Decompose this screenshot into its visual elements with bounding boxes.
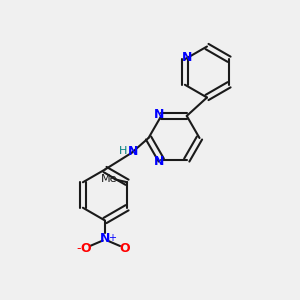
Text: O: O (119, 242, 130, 256)
Text: N: N (100, 232, 110, 245)
Text: +: + (109, 233, 116, 243)
Text: H: H (119, 146, 127, 157)
Text: N: N (154, 155, 164, 168)
Text: -: - (77, 242, 81, 255)
Text: O: O (80, 242, 91, 256)
Text: N: N (182, 51, 193, 64)
Text: Me: Me (101, 174, 117, 184)
Text: N: N (154, 108, 164, 121)
Text: N: N (128, 145, 138, 158)
